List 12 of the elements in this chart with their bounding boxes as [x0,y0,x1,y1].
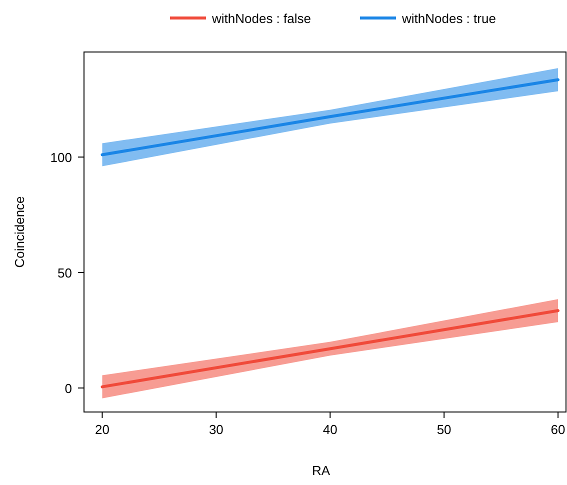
y-tick-label: 50 [58,266,72,281]
x-tick-label: 50 [436,422,452,437]
legend-label: withNodes : false [211,11,311,26]
legend-label: withNodes : true [401,11,496,26]
x-axis-title: RA [312,463,330,478]
y-axis-title: Coincidence [12,196,27,268]
x-tick-label: 20 [94,422,110,437]
y-tick-label: 100 [50,150,72,166]
x-tick-label: 30 [208,422,224,437]
y-tick-label: 0 [64,380,72,396]
x-tick-label: 60 [550,422,566,437]
x-tick-label: 40 [322,422,338,437]
